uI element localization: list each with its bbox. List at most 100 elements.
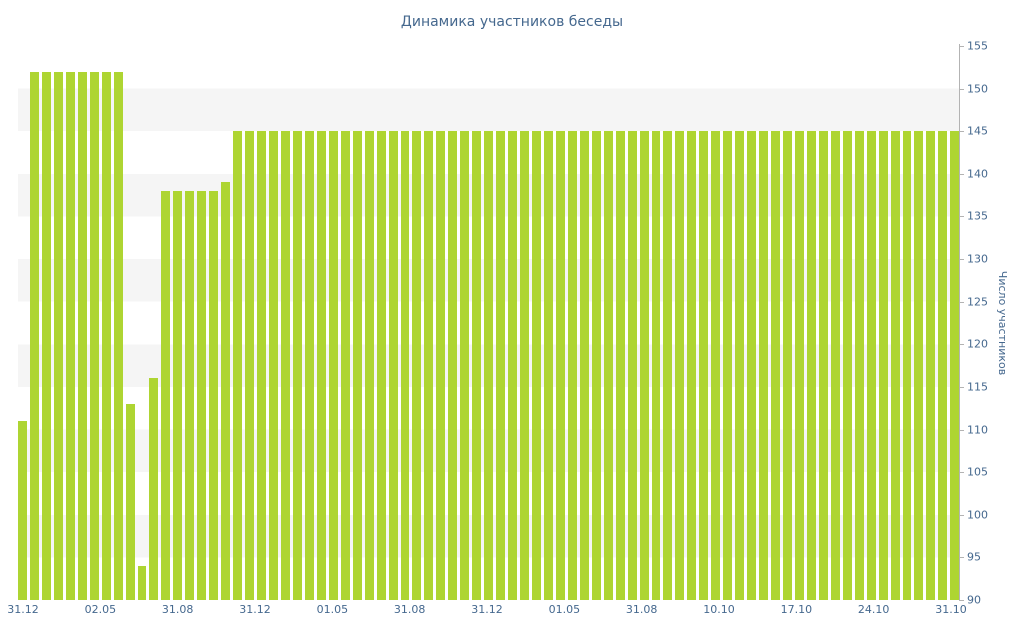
x-tick-label: 02.05 [84,603,117,616]
bar [280,131,290,600]
y-tick [959,514,964,516]
bar [531,131,541,600]
bar [735,131,745,600]
x-tick-label: 01.05 [316,603,349,616]
y-tick-label: 105 [967,465,988,479]
y-tick [959,429,964,431]
bar [340,131,350,600]
bar [400,131,410,600]
bar [890,131,900,600]
bar [663,131,673,600]
y-tick [959,46,964,47]
bar [687,131,697,600]
y-axis-line [959,44,960,601]
bar [328,131,338,600]
bar [639,131,649,600]
bar [603,131,613,600]
y-tick-label: 140 [967,167,988,181]
x-tick-label: 31.10 [935,603,967,616]
bar [818,131,828,600]
y-tick [959,600,964,601]
y-tick [959,557,964,559]
y-tick-label: 120 [967,337,988,351]
y-tick-label: 125 [967,295,988,309]
chart-title: Динамика участников беседы [400,14,624,30]
bar [137,565,147,600]
bar [914,131,924,600]
bar [520,131,529,600]
y-tick-label: 155 [967,39,988,53]
bar [245,131,255,600]
bar [125,403,135,600]
bar [113,71,123,600]
bar [615,131,625,600]
y-tick [959,386,964,388]
bar [388,131,398,600]
bar [209,190,219,600]
x-tick-label: 31.08 [393,603,426,616]
bar [555,131,565,600]
bar [304,131,314,600]
bar [29,71,39,600]
bar [161,190,171,600]
bar [149,378,159,600]
x-tick-label: 31.12 [239,603,271,616]
bar [842,131,852,600]
y-tick-label: 115 [967,380,988,394]
x-axis: 31.12 02.05 31.08 31.12 01.05 31.08 31.12 01.05… [7,603,967,619]
bar [65,71,75,600]
y-tick-label: 110 [967,423,988,437]
bar [699,131,709,600]
x-tick-label: 10.10 [703,603,735,616]
y-tick-label: 130 [967,252,988,266]
bar [484,131,494,600]
y-tick-label: 150 [967,82,988,96]
bar [460,131,470,600]
bar [747,131,757,600]
bar [926,131,936,600]
x-tick-label: 31.12 [471,603,503,616]
bar [950,131,960,600]
bar [53,71,63,600]
bars [18,46,960,600]
y-tick [959,301,964,303]
x-tick-label: 17.10 [780,603,813,616]
bar [543,131,553,600]
bar [591,131,601,600]
bar [41,71,51,600]
x-tick-label: 01.05 [548,603,581,616]
bar [806,131,816,600]
y-tick [959,216,964,218]
bar [759,131,769,600]
bar [269,131,278,600]
bar [579,131,589,600]
y-tick [959,173,964,175]
bar [675,131,685,600]
bar [221,182,231,600]
y-tick-label: 100 [967,508,988,522]
bar [376,131,386,600]
bar [878,131,888,600]
bar [651,131,661,600]
y-tick [959,131,964,133]
y-tick-label: 135 [967,209,988,223]
plot-area [18,46,960,600]
bar [723,131,733,600]
bar [627,131,637,600]
bar [101,71,111,600]
bar [830,131,840,600]
y-tick-label: 95 [967,550,981,564]
y-tick [959,88,964,90]
bar [866,131,876,600]
y-axis-title: Число участников [996,270,1009,376]
bar [508,131,518,600]
bar [902,131,912,600]
bar [89,71,99,600]
bar [567,131,577,600]
y-tick [959,259,964,261]
bar [854,131,864,600]
y-tick [959,344,964,346]
bar [185,190,195,600]
bar [424,131,434,600]
